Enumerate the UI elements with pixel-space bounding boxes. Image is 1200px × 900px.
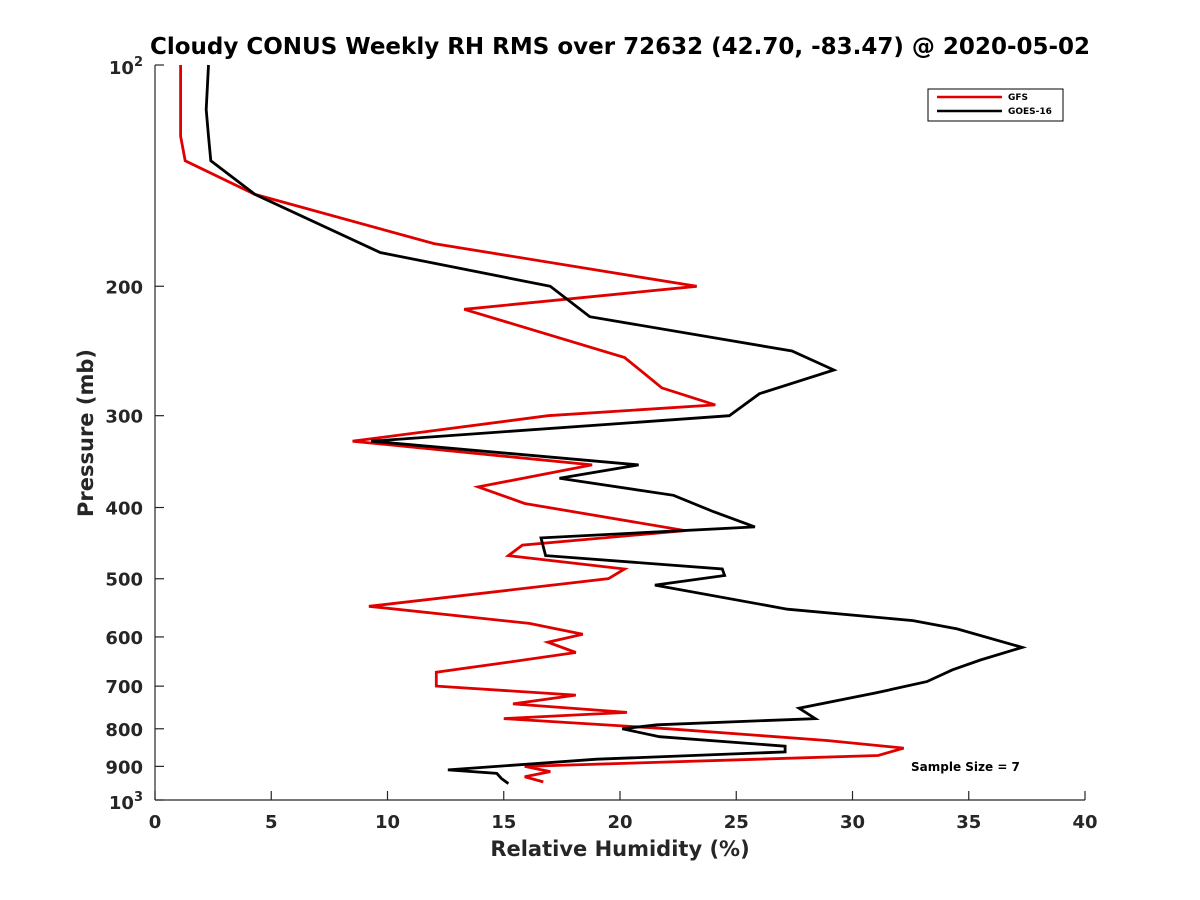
x-tick-label: 35: [956, 812, 981, 833]
sample-size-annotation: Sample Size = 7: [911, 760, 1020, 774]
y-tick-label-exponent: 2: [134, 55, 143, 70]
y-tick-label: 200: [105, 277, 143, 298]
x-tick-label: 10: [375, 812, 400, 833]
y-axis-label: Pressure (mb): [74, 349, 98, 517]
x-tick-label: 20: [607, 812, 632, 833]
x-axis-label: Relative Humidity (%): [490, 837, 749, 861]
x-tick-label: 5: [265, 812, 278, 833]
y-tick-label: 900: [105, 757, 143, 778]
y-tick-label: 102: [109, 55, 143, 79]
x-tick-label: 40: [1072, 812, 1097, 833]
x-tick-label: 25: [724, 812, 749, 833]
chart-title: Cloudy CONUS Weekly RH RMS over 72632 (4…: [150, 34, 1090, 60]
x-tick-label: 0: [149, 812, 162, 833]
y-tick-label-base: 10: [109, 793, 134, 814]
y-tick-label: 103: [109, 790, 143, 814]
y-tick-label: 500: [105, 570, 143, 591]
x-axis-ticks: 0 5 10 15 20 25 30 35 40: [149, 791, 1098, 833]
y-tick-label: 700: [105, 677, 143, 698]
y-tick-label-exponent: 3: [134, 790, 143, 805]
x-tick-label: 30: [840, 812, 865, 833]
series-line-gfs: [179, 65, 905, 784]
legend-label-gfs: GFS: [1008, 93, 1028, 103]
legend: GFS GOES-16: [927, 88, 1064, 122]
legend-label-goes16: GOES-16: [1008, 107, 1052, 117]
y-tick-label: 800: [105, 720, 143, 741]
y-tick-label: 300: [105, 407, 143, 428]
series-layer: [179, 64, 1028, 785]
series-line-goes16: [204, 64, 1028, 785]
plot-area: [154, 65, 1085, 801]
y-tick-label-base: 10: [109, 58, 134, 79]
x-tick-label: 15: [491, 812, 516, 833]
y-tick-label: 600: [105, 628, 143, 649]
y-tick-label: 400: [105, 499, 143, 520]
legend-box: [927, 88, 1064, 122]
